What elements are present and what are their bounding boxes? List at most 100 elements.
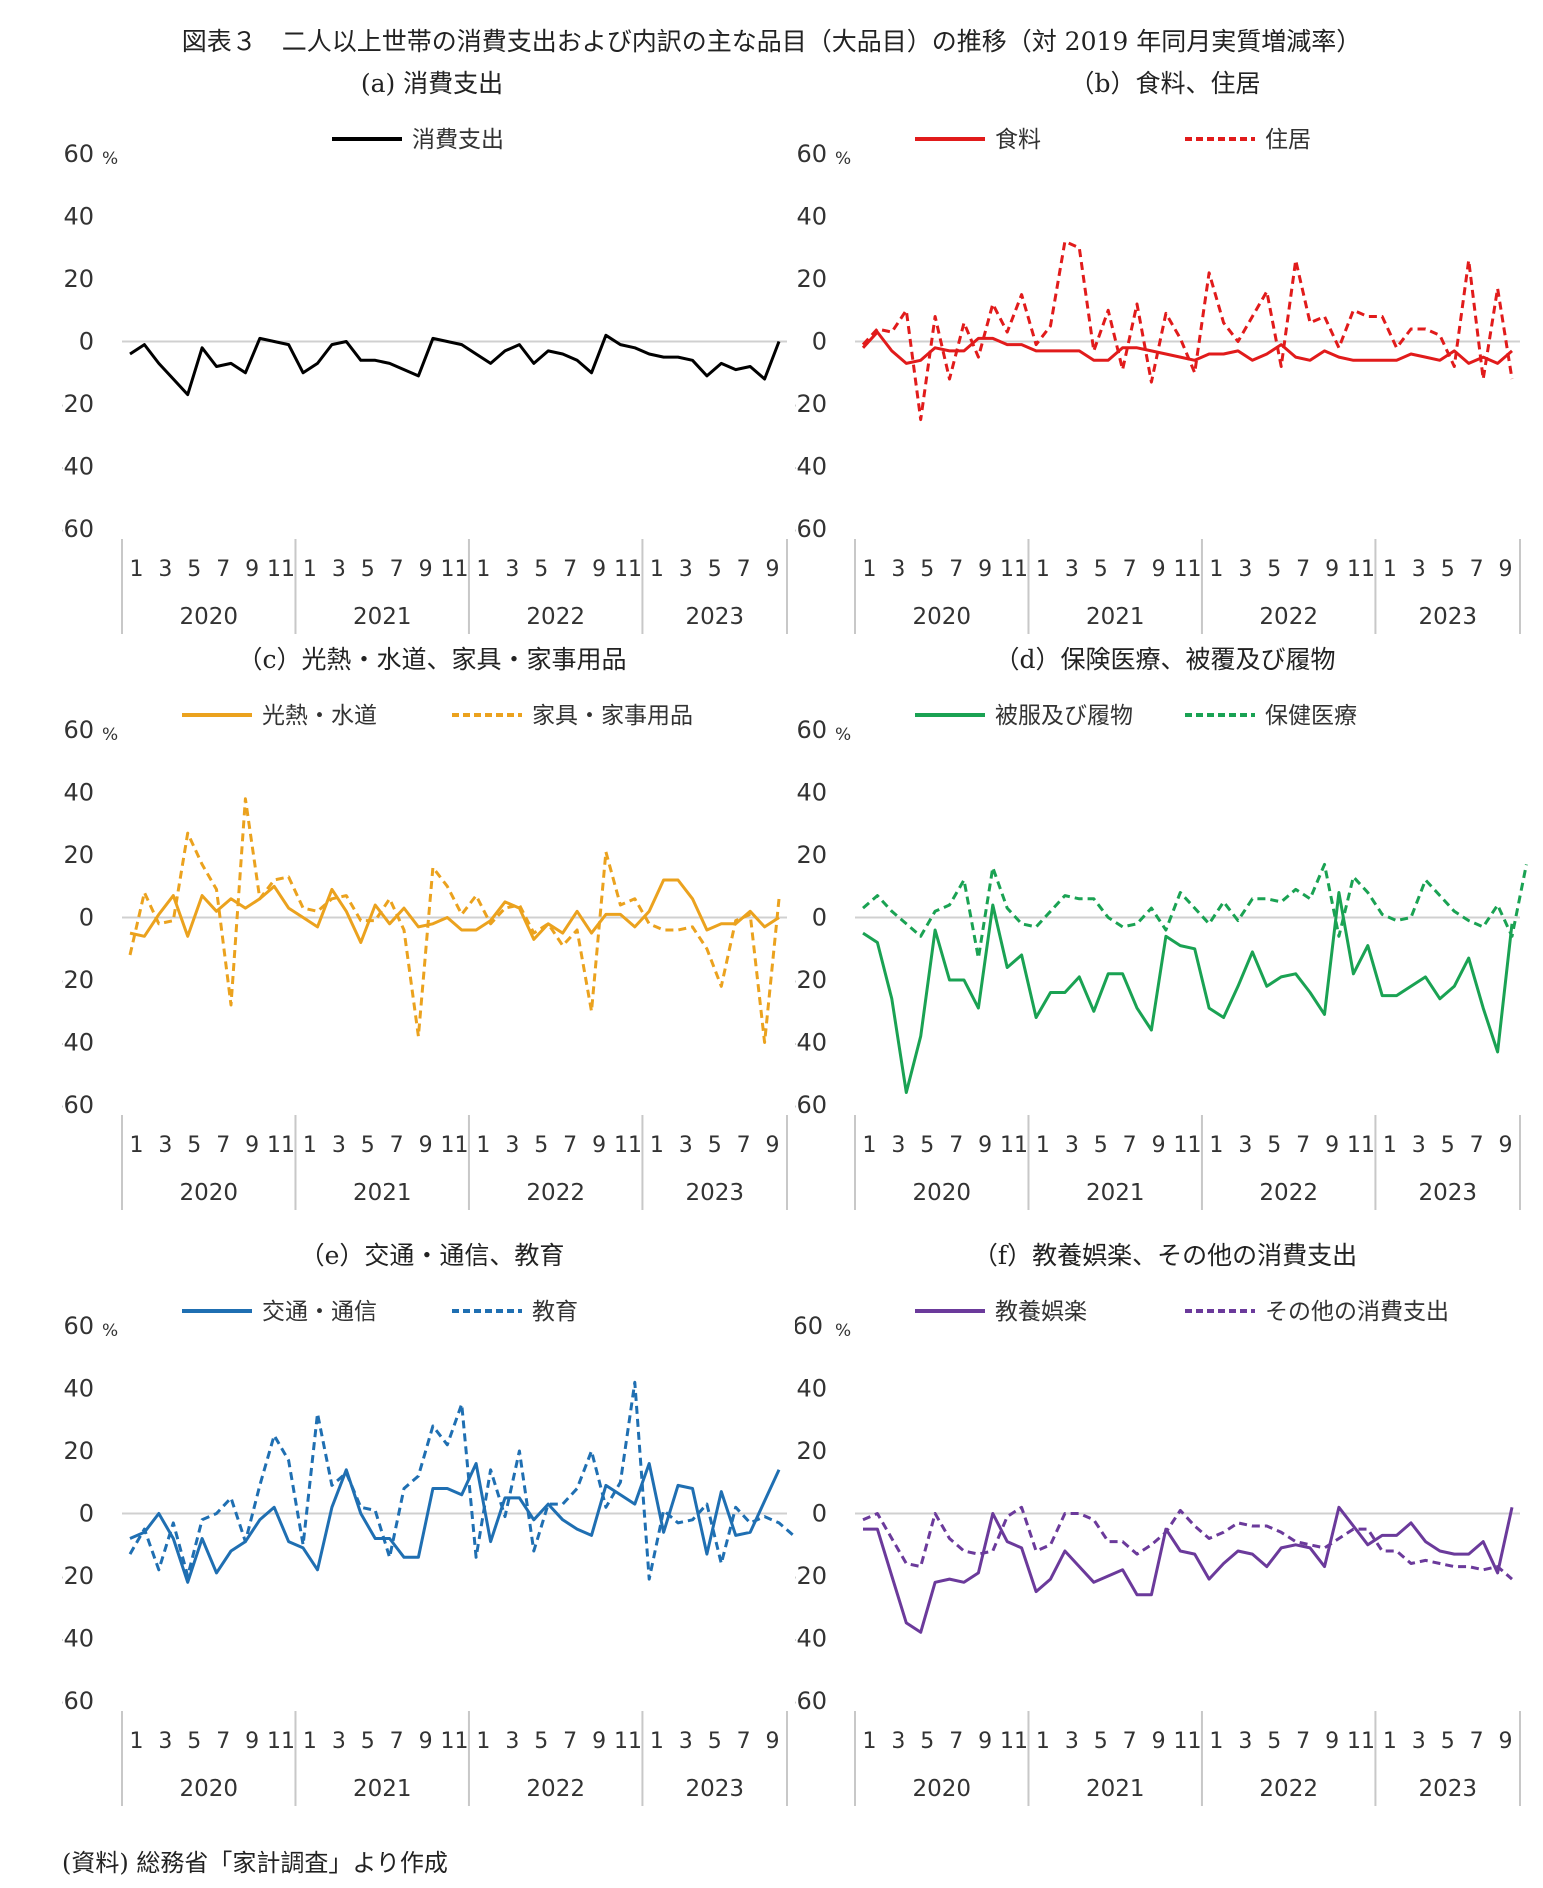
x-month-tick: 5 xyxy=(1267,1729,1281,1754)
x-month-tick: 3 xyxy=(1238,1729,1252,1754)
x-year-label: 2023 xyxy=(685,1776,744,1802)
x-month-tick: 7 xyxy=(1123,1133,1137,1158)
y-unit-label: % xyxy=(102,1321,118,1341)
x-year-label: 2020 xyxy=(179,1180,238,1206)
x-month-tick: 9 xyxy=(1325,1133,1339,1158)
series-line xyxy=(129,1462,781,1584)
x-year-label: 2020 xyxy=(179,604,238,630)
x-month-tick: 11 xyxy=(1174,1729,1202,1754)
x-month-tick: 1 xyxy=(1209,1729,1223,1754)
series-line xyxy=(863,1505,1514,1634)
x-month-tick: 11 xyxy=(1174,1133,1202,1158)
x-year-label: 2022 xyxy=(1259,1180,1318,1206)
y-tick-label: -40 xyxy=(62,1029,94,1057)
x-month-tick: 5 xyxy=(1267,557,1281,582)
x-month-tick: 3 xyxy=(891,1729,905,1754)
x-month-tick: 3 xyxy=(505,1729,519,1754)
y-tick-label: 0 xyxy=(812,904,827,932)
x-month-tick: 9 xyxy=(419,1729,433,1754)
y-unit-label: % xyxy=(102,149,118,169)
chart-a-svg: 6040200-20-40-60%13579112020135791120211… xyxy=(62,127,788,634)
x-month-tick: 11 xyxy=(1347,1729,1375,1754)
y-tick-label: 40 xyxy=(63,1375,94,1403)
x-month-tick: 7 xyxy=(949,1133,963,1158)
panel-title: （d）保険医療、被覆及び履物 xyxy=(994,645,1336,674)
x-month-tick: 7 xyxy=(737,1133,751,1158)
y-tick-label: -40 xyxy=(62,453,94,481)
x-month-tick: 5 xyxy=(361,1133,375,1158)
y-tick-label: -40 xyxy=(795,453,827,481)
x-month-tick: 7 xyxy=(563,1729,577,1754)
x-month-tick: 5 xyxy=(534,1729,548,1754)
x-month-tick: 5 xyxy=(1094,557,1108,582)
x-month-tick: 7 xyxy=(737,557,751,582)
x-month-tick: 3 xyxy=(1412,557,1426,582)
series-line xyxy=(129,878,780,944)
y-tick-label: -40 xyxy=(62,1625,94,1653)
x-month-tick: 7 xyxy=(1470,1133,1484,1158)
x-month-tick: 11 xyxy=(267,557,295,582)
legend-label: 被服及び履物 xyxy=(995,703,1133,729)
x-month-tick: 3 xyxy=(1065,1133,1079,1158)
legend-label: 住居 xyxy=(1265,127,1311,153)
x-month-tick: 1 xyxy=(1036,1729,1050,1754)
y-tick-label: 40 xyxy=(63,203,94,231)
source-note: (資料) 総務省「家計調査」より作成 xyxy=(62,1849,448,1877)
panel-title: (a) 消費支出 xyxy=(360,69,504,98)
y-tick-label: -60 xyxy=(62,1687,94,1715)
x-month-tick: 9 xyxy=(592,1133,606,1158)
panel-title: （c）光熱・水道、家具・家事用品 xyxy=(237,645,627,674)
x-month-tick: 1 xyxy=(862,1729,876,1754)
x-month-tick: 11 xyxy=(1174,557,1202,582)
x-month-tick: 3 xyxy=(679,1729,693,1754)
x-month-tick: 7 xyxy=(1123,557,1137,582)
legend-label: 保健医療 xyxy=(1265,703,1357,729)
legend-label: 家具・家事用品 xyxy=(532,703,693,729)
x-month-tick: 7 xyxy=(216,1729,230,1754)
x-month-tick: 1 xyxy=(650,1729,664,1754)
x-month-tick: 9 xyxy=(1152,1133,1166,1158)
x-year-label: 2021 xyxy=(353,1776,412,1802)
x-year-label: 2020 xyxy=(912,604,971,630)
x-month-tick: 9 xyxy=(592,557,606,582)
y-tick-label: 0 xyxy=(79,1500,94,1528)
x-month-tick: 11 xyxy=(1000,1729,1028,1754)
x-month-tick: 1 xyxy=(1036,1133,1050,1158)
x-year-label: 2023 xyxy=(1418,1180,1477,1206)
y-tick-label: -40 xyxy=(795,1029,827,1057)
x-month-tick: 9 xyxy=(1499,1729,1513,1754)
chart-e-svg: 6040200-20-40-60%13579112020135791120211… xyxy=(62,1299,795,1806)
x-month-tick: 5 xyxy=(1267,1133,1281,1158)
y-unit-label: % xyxy=(835,1321,851,1341)
x-month-tick: 9 xyxy=(245,557,259,582)
x-month-tick: 1 xyxy=(476,1729,490,1754)
x-month-tick: 5 xyxy=(1441,1729,1455,1754)
series-line xyxy=(862,891,1514,1094)
y-tick-label: -20 xyxy=(62,966,94,994)
x-year-label: 2022 xyxy=(1259,1776,1318,1802)
x-month-tick: 11 xyxy=(1000,557,1028,582)
x-month-tick: 7 xyxy=(563,1133,577,1158)
x-month-tick: 7 xyxy=(1296,1133,1310,1158)
x-month-tick: 1 xyxy=(862,557,876,582)
chart-d-svg: 6040200-20-40-60%13579112020135791120211… xyxy=(795,703,1528,1210)
y-tick-label: -20 xyxy=(795,390,827,418)
y-unit-label: % xyxy=(835,149,851,169)
x-month-tick: 3 xyxy=(1412,1133,1426,1158)
x-year-label: 2023 xyxy=(685,1180,744,1206)
x-month-tick: 11 xyxy=(441,1133,469,1158)
x-month-tick: 3 xyxy=(891,557,905,582)
x-month-tick: 9 xyxy=(1499,1133,1513,1158)
x-month-tick: 9 xyxy=(1325,557,1339,582)
x-year-label: 2023 xyxy=(1418,604,1477,630)
x-month-tick: 5 xyxy=(708,1133,722,1158)
x-year-label: 2021 xyxy=(353,604,412,630)
x-month-tick: 9 xyxy=(245,1133,259,1158)
x-month-tick: 9 xyxy=(1152,1729,1166,1754)
x-month-tick: 1 xyxy=(1036,557,1050,582)
x-month-tick: 9 xyxy=(1152,557,1166,582)
x-month-tick: 9 xyxy=(1325,1729,1339,1754)
x-month-tick: 3 xyxy=(1065,557,1079,582)
x-month-tick: 11 xyxy=(267,1133,295,1158)
x-month-tick: 5 xyxy=(187,1133,201,1158)
